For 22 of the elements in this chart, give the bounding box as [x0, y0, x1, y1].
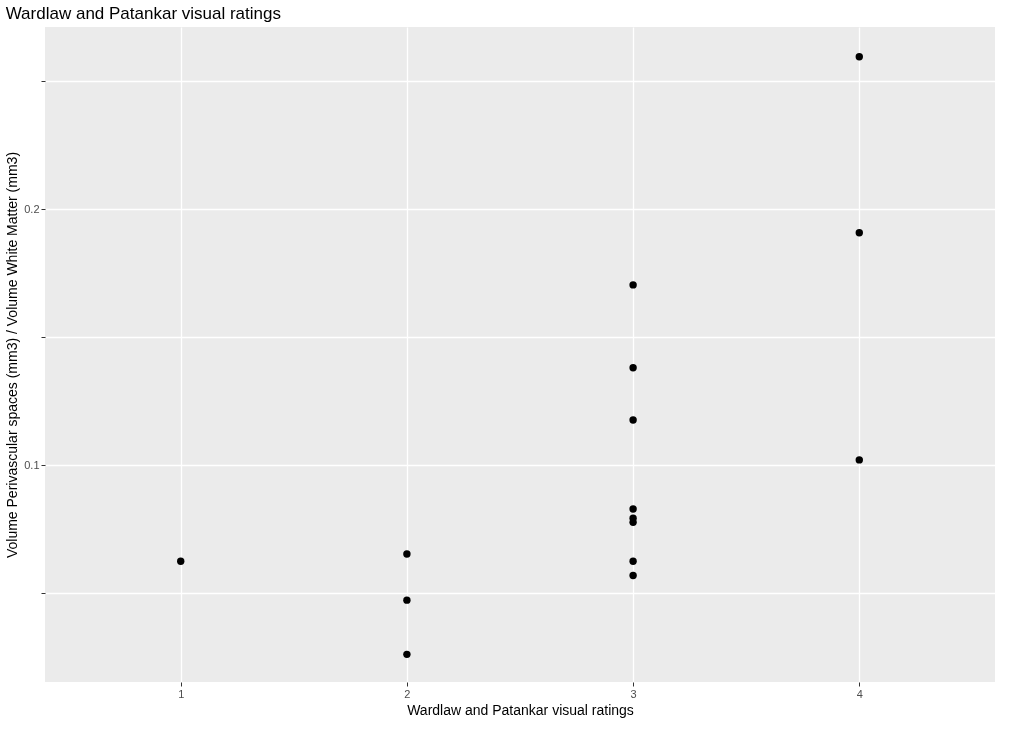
- x-tick-label: 3: [630, 687, 637, 700]
- x-axis-title: Wardlaw and Patankar visual ratings: [407, 701, 634, 718]
- point: [855, 229, 863, 237]
- point: [177, 557, 185, 565]
- point: [629, 571, 637, 580]
- point: [403, 550, 411, 558]
- x-tick-label: 1: [178, 687, 185, 700]
- x-tick-label: 4: [856, 687, 863, 700]
- point: [855, 52, 863, 61]
- x-tick-label: 2: [404, 687, 411, 700]
- chart-title: Wardlaw and Patankar visual ratings: [5, 4, 281, 23]
- point: [403, 650, 411, 659]
- y-tick-label: 0.1: [24, 458, 40, 471]
- point: [629, 505, 637, 513]
- point: [629, 364, 637, 372]
- y-tick-label: 0.2: [24, 202, 40, 215]
- point: [629, 557, 637, 565]
- point: [629, 416, 637, 424]
- point: [629, 281, 637, 289]
- point: [403, 596, 411, 604]
- point: [855, 456, 863, 464]
- y-axis-title: Volume Perivascular spaces (mm3) / Volume White Matter (mm3): [4, 151, 21, 559]
